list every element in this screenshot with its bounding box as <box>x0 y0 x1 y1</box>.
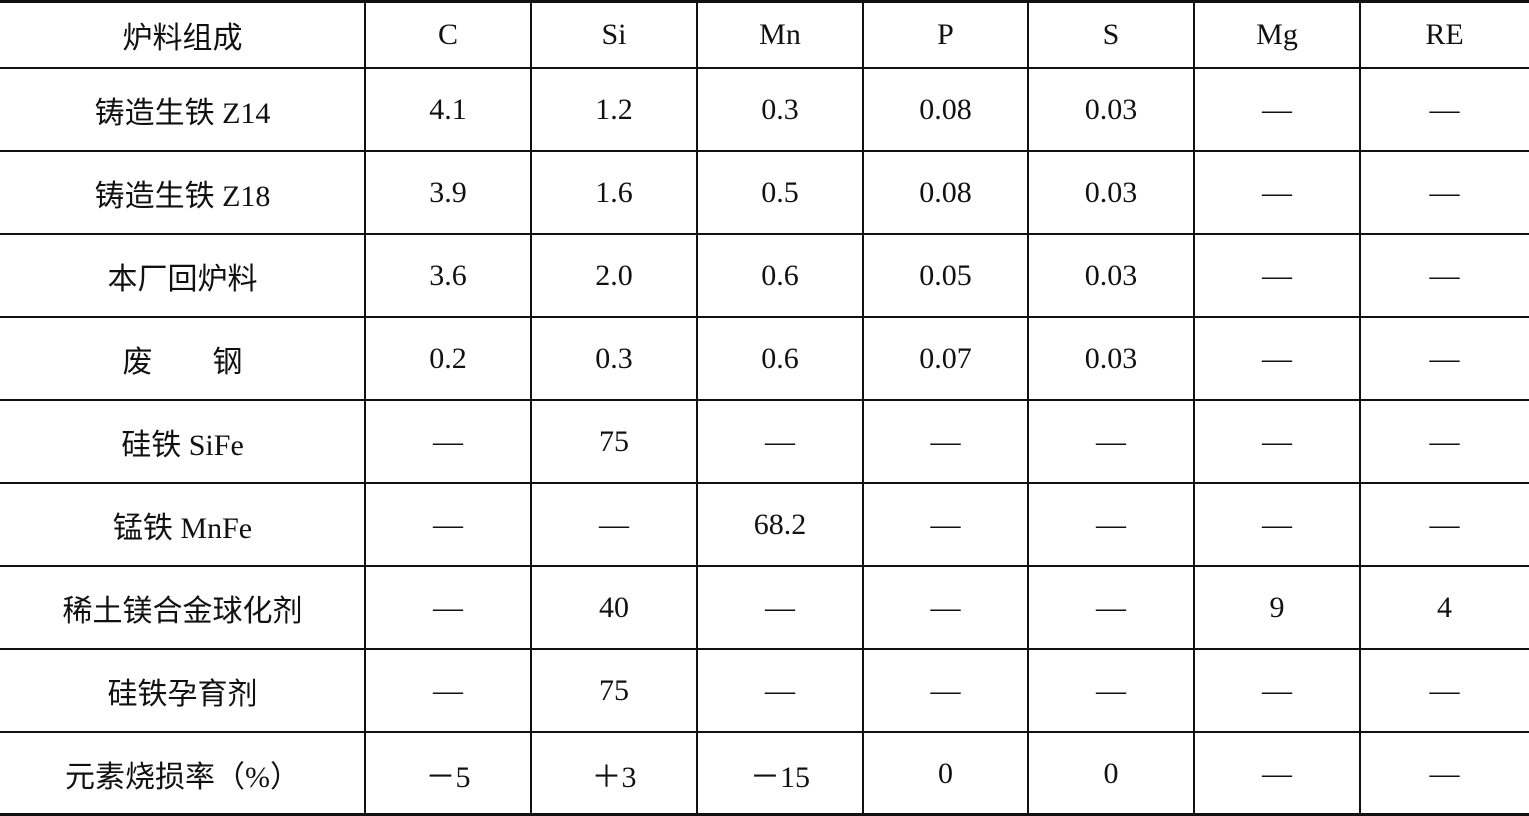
table-cell: — <box>1262 341 1292 375</box>
table-cell: 0.6 <box>761 341 799 375</box>
table-cell: — <box>1262 92 1292 126</box>
row-label: 硅铁孕育剂 <box>107 677 258 711</box>
table-cell: — <box>765 424 795 458</box>
table-cell: 0.03 <box>1084 92 1138 126</box>
table-cell: — <box>1429 673 1460 707</box>
row-rule <box>0 813 1529 816</box>
table-cell: 0.07 <box>919 341 972 375</box>
row-rule <box>0 565 1529 567</box>
column-rule <box>1193 2 1195 815</box>
table-cell: 4 <box>1437 590 1452 624</box>
row-label: 元素烧损率（%） <box>65 760 300 794</box>
row-label: 硅铁 SiFe <box>121 428 244 462</box>
table-cell: — <box>1262 175 1292 209</box>
table-cell: 0.05 <box>919 258 972 292</box>
table-cell: 40 <box>599 590 629 624</box>
table-cell: — <box>433 424 463 458</box>
row-rule <box>0 482 1529 484</box>
table-cell: 0.03 <box>1084 341 1138 375</box>
table-cell: — <box>433 590 463 624</box>
table-cell: — <box>1429 175 1460 209</box>
table-cell: 0 <box>938 756 953 790</box>
column-rule <box>696 2 698 815</box>
header-cell: S <box>1102 18 1120 51</box>
table-cell: — <box>1262 424 1292 458</box>
row-rule <box>0 150 1529 152</box>
header-cell: Si <box>601 18 627 51</box>
table-cell: — <box>930 673 961 707</box>
column-rule <box>862 2 864 815</box>
row-label: 铸造生铁 Z18 <box>94 179 271 213</box>
table-cell: — <box>1096 424 1126 458</box>
table-cell: — <box>1429 756 1460 790</box>
row-label: 铸造生铁 Z14 <box>94 96 271 130</box>
row-rule <box>0 233 1529 235</box>
table-cell: －5 <box>425 760 471 794</box>
table-cell: — <box>930 424 961 458</box>
row-rule <box>0 399 1529 401</box>
table-cell: 0.3 <box>761 92 799 126</box>
row-label: 稀土镁合金球化剂 <box>62 594 303 628</box>
table-cell: — <box>930 507 961 541</box>
table-cell: 4.1 <box>429 92 467 126</box>
table-cell: 0.08 <box>919 175 972 209</box>
table-cell: — <box>1262 258 1292 292</box>
table-cell: 0.2 <box>429 341 467 375</box>
table-cell: — <box>1429 424 1460 458</box>
table-cell: — <box>599 507 629 541</box>
row-rule <box>0 0 1529 3</box>
table-cell: 3.9 <box>429 175 467 209</box>
header-cell: C <box>437 18 458 51</box>
table-cell: 2.0 <box>595 258 633 292</box>
table-cell: 68.2 <box>753 507 807 541</box>
table-cell: — <box>1262 673 1292 707</box>
table-cell: — <box>1096 507 1126 541</box>
table-cell: 0.6 <box>761 258 799 292</box>
table-cell: 1.6 <box>595 175 633 209</box>
row-rule <box>0 67 1529 69</box>
row-label: 本厂回炉料 <box>107 262 258 296</box>
table-cell: 1.2 <box>595 92 633 126</box>
table-cell: 0.08 <box>919 92 972 126</box>
table-cell: －15 <box>750 760 810 794</box>
row-rule <box>0 316 1529 318</box>
table-cell: — <box>1429 341 1460 375</box>
table-cell: 0 <box>1103 756 1119 790</box>
table-cell: — <box>930 590 961 624</box>
table-cell: 0.03 <box>1084 258 1138 292</box>
table-cell: — <box>1262 507 1292 541</box>
row-rule <box>0 648 1529 650</box>
table-cell: — <box>1262 756 1292 790</box>
header-cell: 炉料组成 <box>122 22 243 55</box>
table-cell: — <box>1429 258 1460 292</box>
column-rule <box>1027 2 1029 815</box>
table-cell: — <box>1429 92 1460 126</box>
table-cell: — <box>433 507 463 541</box>
header-cell: RE <box>1425 18 1464 51</box>
row-label: 锰铁 MnFe <box>112 511 253 545</box>
header-cell: Mn <box>759 18 801 51</box>
header-cell: Mg <box>1256 18 1298 51</box>
table-cell: 75 <box>599 673 629 707</box>
table-cell: ＋3 <box>591 760 637 794</box>
table-cell: 3.6 <box>429 258 467 292</box>
column-rule <box>530 2 532 815</box>
table-cell: 75 <box>599 424 629 458</box>
table-cell: 0.5 <box>761 175 799 209</box>
table-cell: — <box>1096 590 1126 624</box>
table-cell: — <box>1096 673 1126 707</box>
column-rule <box>1359 2 1361 815</box>
table-cell: — <box>765 590 795 624</box>
table-cell: 0.3 <box>595 341 633 375</box>
table-cell: — <box>765 673 795 707</box>
row-rule <box>0 731 1529 733</box>
table-cell: — <box>1429 507 1460 541</box>
table-cell: 0.03 <box>1084 175 1138 209</box>
header-cell: P <box>937 18 954 51</box>
column-rule <box>364 2 366 815</box>
table-cell: — <box>433 673 463 707</box>
table-cell: 9 <box>1269 590 1285 624</box>
row-label: 废 钢 <box>122 345 243 379</box>
